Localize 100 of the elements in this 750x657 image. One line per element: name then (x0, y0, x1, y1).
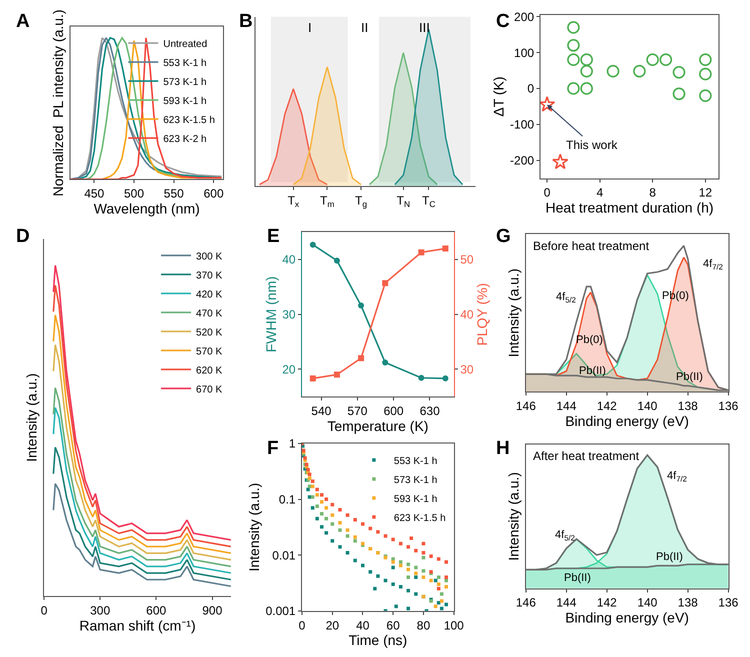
x-tick-label: 140 (637, 399, 658, 414)
y2-tick-label: 40 (460, 308, 474, 322)
annotation: 4f$_{7/2}$ (667, 470, 687, 484)
x-tick-label: 60 (386, 618, 400, 632)
annotation: Pb(II) (579, 365, 606, 377)
x-tick-label: T$_{g}$ (355, 194, 368, 210)
y-tick-label: 100 (514, 46, 534, 60)
x-tick-label: 144 (556, 399, 577, 414)
legend-label: 570 K (196, 346, 222, 358)
x-tick-label: 146 (516, 399, 536, 414)
x-tick-label: 600 (204, 186, 224, 201)
x-tick-label: 144 (556, 596, 577, 610)
legend-label: 370 K (196, 270, 222, 282)
legend-label: 573 K-1 h (163, 76, 207, 88)
legend-label: 520 K (196, 327, 222, 338)
x-axis-title: Raman shift (cm⁻¹) (79, 618, 196, 634)
legend-label: 670 K (196, 384, 222, 396)
x-axis-title: Binding energy (eV) (565, 413, 689, 430)
chart-title: A (16, 11, 30, 32)
x-tick-label: T$_{m}$ (320, 194, 334, 210)
x-tick-label: 0 (40, 604, 48, 618)
y-axis-title: Normalized PL intensity (a.u.) (50, 9, 66, 196)
y-tick-label: 0 (527, 82, 534, 96)
y-axis-title: Intensity (a.u.) (505, 268, 522, 358)
y-tick-label: 200 (514, 10, 534, 24)
legend-label: Untreated (163, 38, 208, 50)
x-tick-label: 138 (678, 399, 698, 414)
x-tick-label: 300 (90, 604, 110, 618)
x-tick-label: 550 (164, 186, 184, 201)
y-tick-label: 0.1 (278, 492, 296, 506)
x-tick-label: 146 (516, 596, 536, 610)
legend-label: 300 K (196, 251, 222, 262)
y-axis-title: FWHM (nm) (262, 276, 279, 352)
legend-label: 553 K-1 h (163, 58, 207, 69)
annotation: Pb(II) (656, 551, 683, 563)
annotation: After heat treatment (533, 449, 640, 463)
x-tick-label: 540 (311, 404, 332, 418)
x-tick-label: 140 (637, 596, 658, 610)
y-axis-title: Intensity (a.u.) (24, 373, 40, 462)
y2-tick-label: 50 (460, 252, 474, 267)
x-tick-label: 8 (649, 186, 656, 200)
x-tick-label: 142 (596, 596, 618, 610)
x-tick-label: 20 (326, 618, 340, 632)
chart-title: D (16, 226, 30, 247)
annotation: 4f$_{5/2}$ (556, 291, 576, 304)
x-tick-label: 0 (544, 186, 551, 200)
annotation: 4f$_{7/2}$ (703, 258, 723, 272)
x-tick-label: 136 (718, 399, 739, 414)
x-tick-label: 12 (698, 186, 712, 200)
chart-title: G (496, 226, 511, 247)
x-tick-label: 138 (678, 596, 698, 610)
y-tick-label: -200 (510, 154, 534, 168)
annotation: III (419, 20, 430, 35)
legend-label: 470 K (196, 308, 222, 320)
chart-title: B (239, 11, 253, 32)
x-tick-label: 40 (356, 618, 370, 632)
x-axis-title: Temperature (K) (327, 418, 428, 434)
legend-label: 620 K (196, 365, 222, 376)
annotation: Before heat treatment (533, 239, 650, 253)
x-tick-label: 136 (718, 596, 739, 610)
y-tick-label: 0.01 (272, 548, 296, 562)
x-tick-label: 900 (202, 604, 223, 618)
x-axis-title: Time (ns) (348, 632, 408, 648)
x-tick-label: T$_{N}$ (396, 194, 410, 210)
x-tick-label: 600 (146, 604, 167, 618)
annotation: 4f$_{5/2}$ (555, 529, 575, 542)
x-axis-title: Binding energy (eV) (565, 610, 689, 626)
x-tick-label: 570 (347, 404, 368, 418)
x-tick-label: 600 (384, 404, 404, 418)
x-tick-label: 0 (298, 618, 306, 632)
chart-title: H (496, 438, 510, 459)
legend-label: 623 K-2 h (163, 134, 207, 145)
legend-label: 623 K-1.5 h (163, 114, 215, 126)
chart-title: C (496, 11, 510, 32)
legend-label: 593 K-1 h (163, 96, 207, 107)
x-tick-label: T$_{C}$ (422, 194, 436, 210)
annotation: Pb(II) (564, 572, 591, 584)
x-tick-label: 4 (596, 186, 604, 200)
y-axis-title: Intensity (a.u.) (505, 472, 522, 561)
chart-title: E (267, 226, 280, 247)
legend-label: 553 K-1 h (394, 456, 438, 467)
x-axis-title: Heat treatment duration (h) (545, 200, 714, 216)
y-tick-label: -100 (510, 118, 534, 132)
y-tick-label: 40 (282, 252, 296, 267)
y-axis-title: ΔT (K) (490, 76, 507, 117)
x-tick-label: 630 (420, 404, 440, 418)
x-axis-title: Wavelength (nm) (94, 200, 200, 217)
legend-label: 623 K-1.5 h (394, 512, 446, 524)
legend-label: 420 K (196, 289, 222, 300)
legend-label: 593 K-1 h (394, 494, 438, 505)
x-tick-label: 142 (596, 399, 618, 414)
x-tick-label: 450 (84, 186, 105, 201)
y-tick-label: 0.001 (266, 604, 296, 618)
x-tick-label: 100 (444, 618, 464, 632)
chart-title: F (267, 438, 279, 459)
x-tick-label: 500 (124, 186, 144, 201)
annotation: II (361, 20, 368, 35)
legend-label: 573 K-1 h (394, 474, 438, 486)
y-axis-title: Intensity (a.u.) (246, 482, 262, 572)
y-tick-label: 30 (282, 308, 296, 322)
